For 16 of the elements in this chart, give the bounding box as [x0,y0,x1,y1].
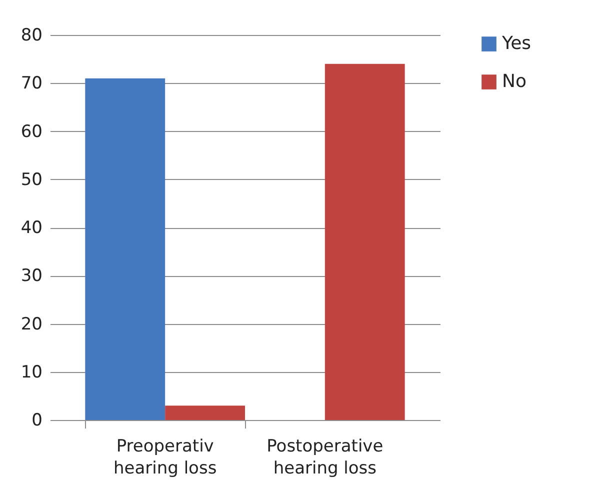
bar [324,64,405,420]
x-tick-label: Postoperative hearing loss [266,436,384,478]
x-tick-label: Preoperativ hearing loss [113,436,217,478]
y-tick-label: 60 [20,122,42,142]
legend-label: Yes [501,33,532,54]
y-tick-label: 10 [20,362,42,382]
y-tick-label: 50 [20,170,42,190]
y-tick-label: 30 [20,266,42,286]
y-tick-label: 20 [20,314,42,334]
y-tick-label: 80 [20,26,42,46]
bar [165,406,245,420]
bar [85,78,166,420]
y-tick-label: 0 [32,410,42,430]
y-tick-label: 40 [20,218,42,238]
y-tick-label: 70 [20,74,42,94]
legend-label: No [502,71,526,92]
